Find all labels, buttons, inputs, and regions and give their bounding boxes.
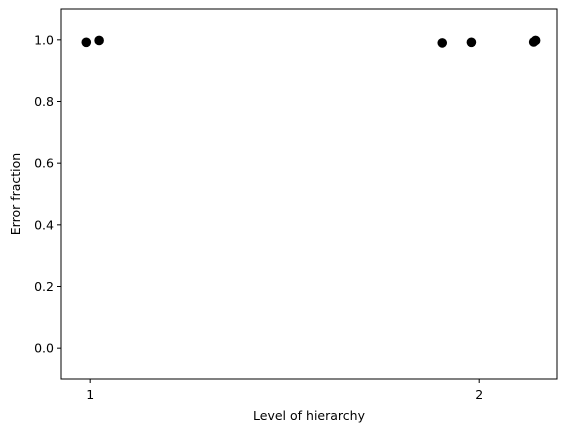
data-point <box>94 35 104 46</box>
plot-background <box>61 9 557 379</box>
y-tick-label: 0.2 <box>34 279 54 294</box>
x-tick-label: 1 <box>86 387 94 402</box>
data-point <box>466 37 477 48</box>
y-tick-label: 0.0 <box>34 341 54 356</box>
y-tick-label: 0.6 <box>34 156 54 171</box>
data-point <box>530 35 541 46</box>
y-axis-label: Error fraction <box>8 153 23 235</box>
data-point <box>437 38 448 48</box>
points-layer <box>81 35 541 48</box>
y-tick-label: 0.8 <box>34 94 54 109</box>
y-tick-label: 0.4 <box>34 217 54 232</box>
data-point <box>81 37 92 48</box>
x-axis-label: Level of hierarchy <box>253 408 366 423</box>
y-tick-label: 1.0 <box>34 32 54 47</box>
plot-frame <box>60 8 558 380</box>
ticks-layer: 1 2 0.0 0.2 0.4 0.6 0.8 1.0 <box>34 32 483 402</box>
x-tick-label: 2 <box>475 387 483 402</box>
